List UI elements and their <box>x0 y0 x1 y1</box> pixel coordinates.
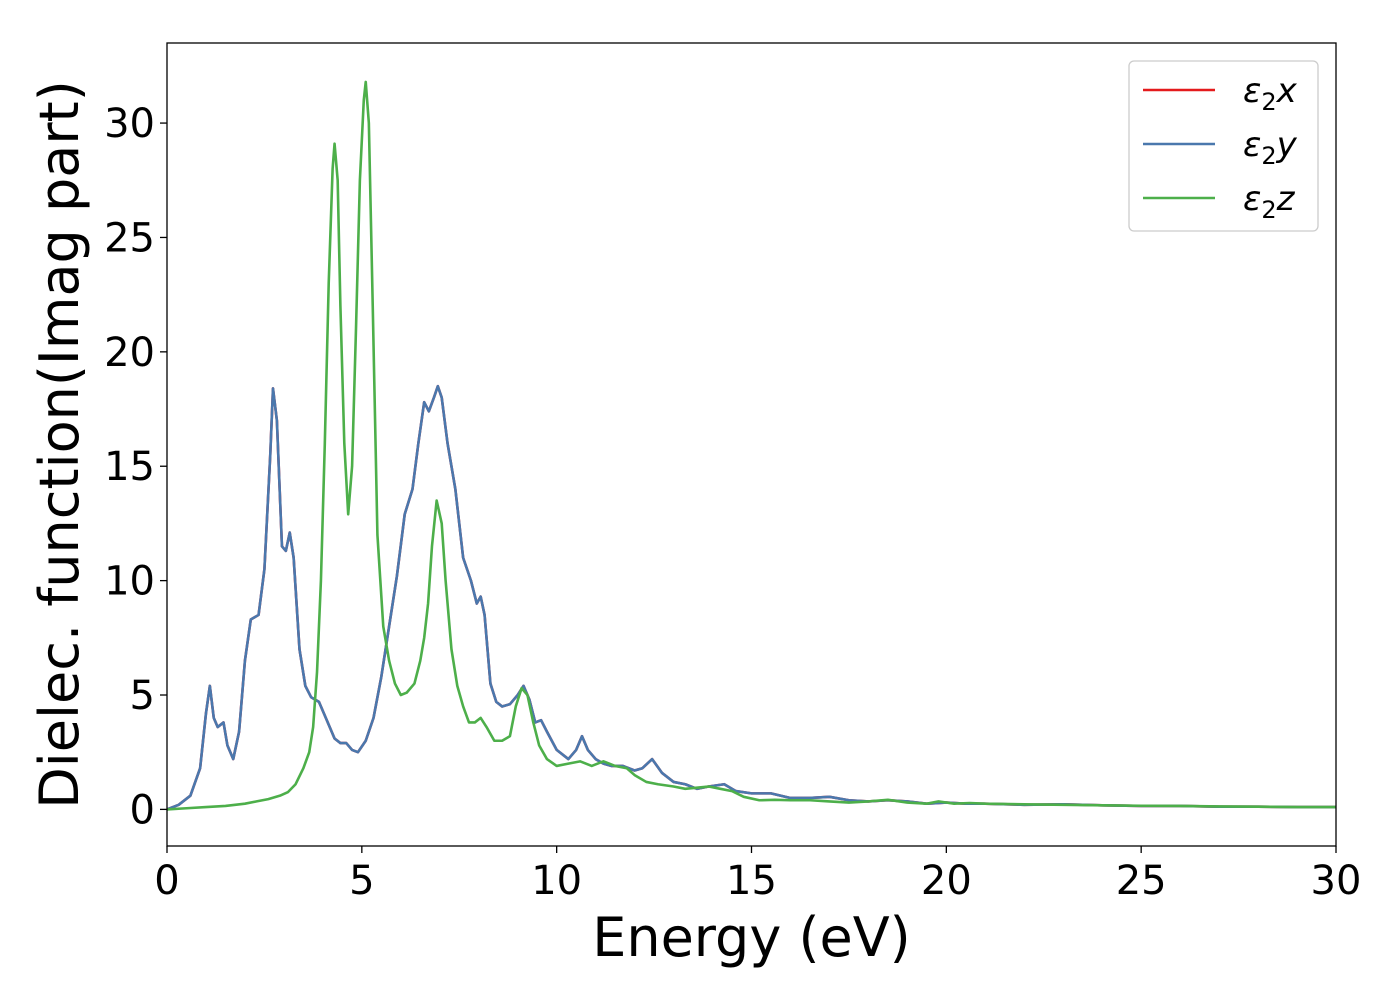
legend-item-z: ε2z <box>1143 179 1296 224</box>
legend-item-y: ε2y <box>1143 125 1298 170</box>
legend-label: ε2y <box>1243 125 1298 170</box>
series-line-x <box>167 384 1336 811</box>
legend: ε2x ε2y ε2z <box>1128 60 1319 232</box>
y-tick-label: 5 <box>130 673 155 719</box>
x-tick-label: 30 <box>1311 858 1362 904</box>
x-tick-label: 5 <box>349 858 374 904</box>
series-layer <box>167 80 1336 811</box>
legend-item-x: ε2x <box>1143 71 1298 116</box>
y-axis-ticks: 0 5 10 15 20 25 30 <box>104 101 167 833</box>
y-tick-label: 10 <box>104 559 155 605</box>
legend-label: ε2z <box>1243 179 1296 224</box>
x-tick-label: 10 <box>531 858 582 904</box>
y-tick-label: 25 <box>104 215 155 261</box>
x-tick-label: 25 <box>1116 858 1167 904</box>
x-axis-title: Energy (eV) <box>592 906 911 969</box>
y-axis-title: Dielec. function(Imag part) <box>28 80 91 809</box>
y-tick-label: 20 <box>104 330 155 376</box>
x-tick-label: 0 <box>154 858 179 904</box>
y-tick-label: 15 <box>104 444 155 490</box>
y-tick-label: 30 <box>104 101 155 147</box>
x-tick-label: 15 <box>726 858 777 904</box>
series-line-y <box>167 384 1336 811</box>
legend-box <box>1128 60 1319 232</box>
legend-items: ε2x ε2y ε2z <box>1143 71 1298 224</box>
x-axis-ticks: 0 5 10 15 20 25 30 <box>154 846 1361 904</box>
x-tick-label: 20 <box>921 858 972 904</box>
legend-label: ε2x <box>1243 71 1298 116</box>
y-tick-label: 0 <box>130 787 155 833</box>
series-line-z <box>167 80 1336 811</box>
